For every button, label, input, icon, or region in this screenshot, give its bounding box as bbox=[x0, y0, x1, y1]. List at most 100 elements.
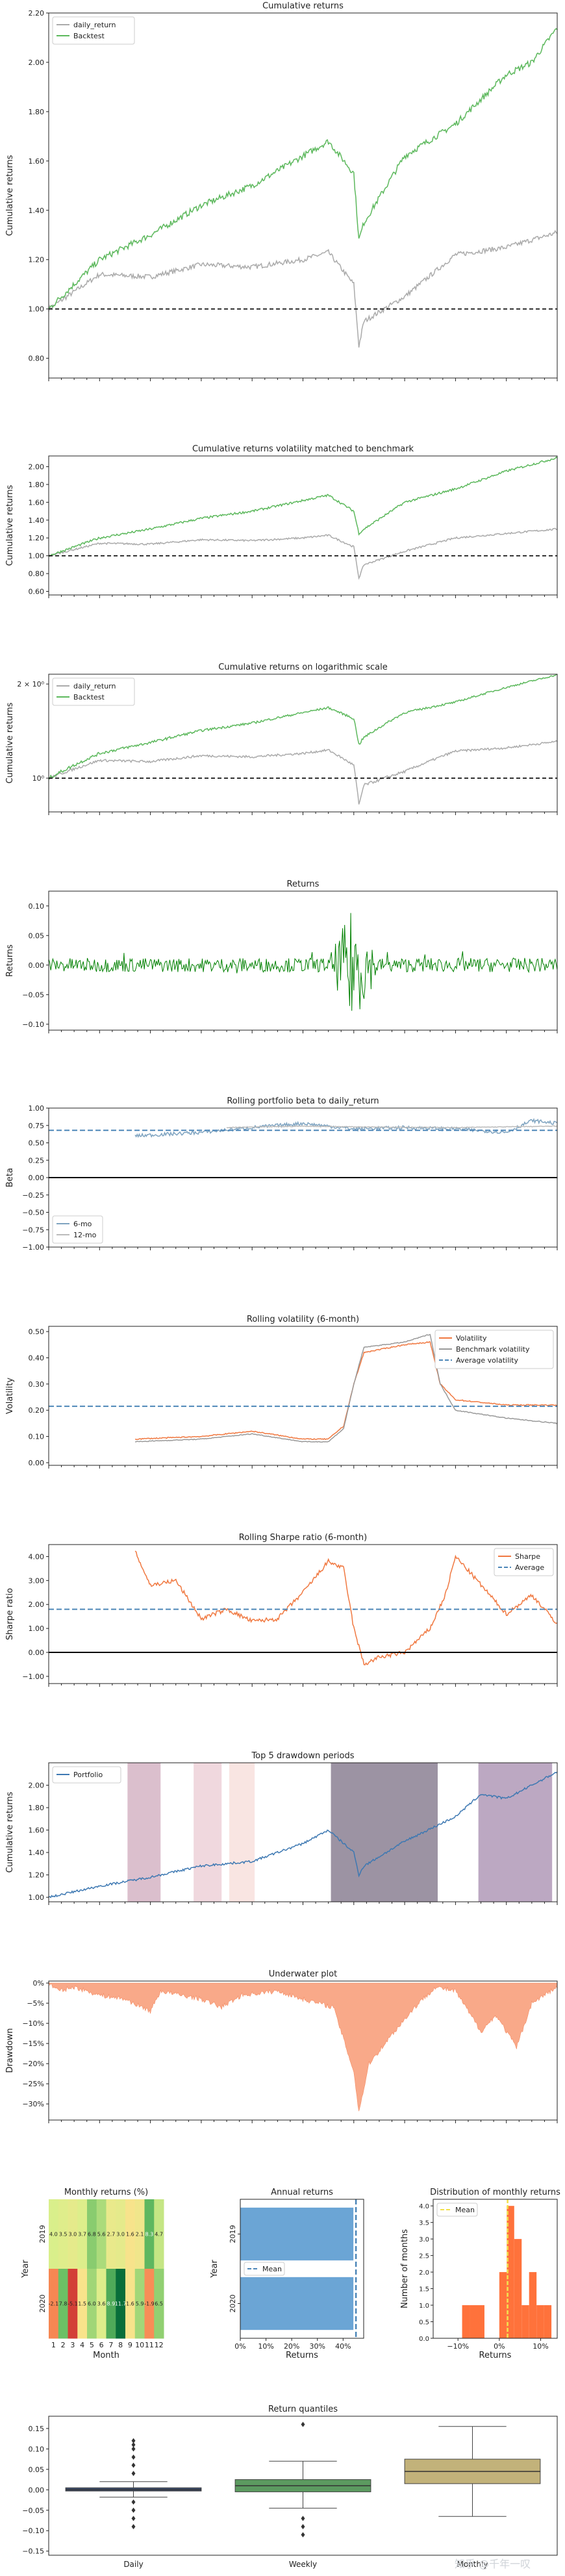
y-tick-label: 3.5 bbox=[419, 2220, 429, 2227]
box-flier bbox=[131, 2499, 136, 2505]
y-tick-label: 1.00 bbox=[29, 305, 45, 314]
hist-bar bbox=[477, 2305, 484, 2338]
heatmap-col-label: 5 bbox=[90, 2341, 94, 2349]
series-line bbox=[134, 1118, 558, 1138]
heatmap-cell bbox=[96, 2269, 107, 2339]
x-tick-label: −10% bbox=[447, 2342, 469, 2351]
legend-box bbox=[434, 1330, 554, 1369]
y-tick-label: 0.00 bbox=[29, 961, 45, 970]
y-tick-label: 1.20 bbox=[29, 256, 45, 264]
y-tick-label: 2.20 bbox=[29, 9, 45, 18]
chart-sharpe: Rolling Sharpe ratio (6-month) Sharpe rat… bbox=[5, 1533, 558, 1687]
heatmap-col-label: 2 bbox=[61, 2341, 66, 2349]
y-axis-label: Sharpe ratio bbox=[5, 1588, 15, 1640]
hist-bar bbox=[499, 2272, 507, 2338]
y-tick-label: −5% bbox=[27, 1999, 44, 2008]
y-tick-label: 0% bbox=[33, 1979, 44, 1988]
chart-title: Top 5 drawdown periods bbox=[251, 1751, 354, 1761]
heatmap-cell-label: 2.7 bbox=[107, 2232, 116, 2238]
chart-quantiles: Daily Weekly Monthly −0.15 −0.10 −0.05 0.00 0.0… bbox=[22, 2405, 558, 2569]
legend-entry: Backtest bbox=[73, 693, 105, 701]
y-axis-label: Cumulative returns bbox=[5, 1791, 15, 1873]
legend-box bbox=[52, 677, 135, 706]
box-flier bbox=[301, 2532, 305, 2538]
y-tick-label: 0.05 bbox=[29, 931, 45, 940]
y-tick-label: 2.5 bbox=[419, 2253, 429, 2260]
heatmap-col-label: 3 bbox=[70, 2341, 75, 2349]
y-tick-label: −0.75 bbox=[22, 1226, 44, 1234]
box-flier bbox=[131, 2446, 136, 2452]
x-axis-label: Returns bbox=[286, 2351, 318, 2360]
heatmap-cell bbox=[87, 2199, 97, 2269]
heatmap-cell bbox=[106, 2269, 116, 2339]
hist-bar bbox=[521, 2305, 529, 2338]
chart-title: Cumulative returns bbox=[262, 1, 344, 11]
heatmap-cell bbox=[58, 2269, 68, 2339]
hist-bar bbox=[544, 2305, 552, 2338]
y-tick-label: 0.75 bbox=[29, 1122, 45, 1130]
heatmap-cell-label: 3.7 bbox=[78, 2232, 86, 2238]
heatmap-col-label: 11 bbox=[145, 2341, 154, 2349]
y-tick-label: 1.5 bbox=[419, 2286, 429, 2293]
legend-entry: Sharpe bbox=[515, 1552, 540, 1561]
chart-title: Returns bbox=[287, 879, 320, 889]
y-tick-label: 0.25 bbox=[29, 1156, 45, 1165]
legend: Mean bbox=[436, 2203, 478, 2217]
y-tick-label: 1.20 bbox=[29, 534, 45, 542]
chart-monthly: 4.0 3.5 3.0 3.7 6.8 5.6 2.7 3.0 1.6 2.1 8.3 4.72019… bbox=[21, 2188, 164, 2360]
box-flier bbox=[301, 2516, 305, 2521]
y-tick-label: −10% bbox=[22, 2019, 44, 2028]
y-tick-label: 1.40 bbox=[29, 516, 45, 525]
drawdown-span bbox=[194, 1763, 222, 1902]
series-line bbox=[48, 28, 558, 309]
legend-box bbox=[244, 2262, 285, 2276]
y-tick-label: 0.10 bbox=[29, 2445, 45, 2453]
heatmap-row-label: 2019 bbox=[38, 2225, 47, 2243]
y-axis-label: Year bbox=[210, 2260, 220, 2279]
y-tick-label: 0.00 bbox=[29, 1174, 45, 1182]
y-tick-label: 1.80 bbox=[29, 1804, 45, 1812]
y-tick-label: 0.30 bbox=[29, 1380, 45, 1389]
y-tick-label: −30% bbox=[22, 2100, 44, 2108]
y-tick-label: −25% bbox=[22, 2080, 44, 2088]
x-tick-label: 20% bbox=[284, 2342, 299, 2351]
drawdown-span bbox=[331, 1763, 438, 1902]
box-flier bbox=[131, 2438, 136, 2443]
series-area bbox=[48, 1981, 558, 2112]
y-tick-label: 1.00 bbox=[29, 1893, 45, 1902]
y-tick-label: −0.50 bbox=[22, 1209, 44, 1217]
chart-title: Underwater plot bbox=[269, 1969, 337, 1979]
y-tick-label: −0.25 bbox=[22, 1191, 44, 1200]
x-tick-label: 10% bbox=[258, 2342, 273, 2351]
y-tick-label: −0.05 bbox=[22, 2507, 44, 2515]
heatmap-col-label: 8 bbox=[118, 2341, 123, 2349]
heatmap-col-label: 1 bbox=[51, 2341, 56, 2349]
y-tick-label: 2.00 bbox=[29, 58, 45, 67]
chart-title: Annual returns bbox=[271, 2188, 333, 2197]
heatmap-cell-label: 3.6 bbox=[97, 2301, 106, 2307]
legend-entry: Mean bbox=[262, 2265, 282, 2273]
category-label: 2019 bbox=[229, 2225, 237, 2243]
x-tick-label: 0% bbox=[234, 2342, 245, 2351]
heatmap-cell bbox=[68, 2199, 78, 2269]
heatmap-cell-label: 8.3 bbox=[145, 2232, 154, 2238]
y-tick-label: −20% bbox=[22, 2060, 44, 2068]
box-flier bbox=[131, 2462, 136, 2468]
series-line bbox=[48, 674, 558, 780]
box-flier bbox=[131, 2471, 136, 2477]
heatmap-cell-label: 1.5 bbox=[78, 2301, 86, 2307]
annual-bar bbox=[240, 2207, 354, 2261]
heatmap-cell bbox=[87, 2269, 97, 2339]
drawdown-span bbox=[127, 1763, 161, 1902]
chart-cumvol: Cumulative returns volatility matched to… bbox=[5, 444, 558, 598]
y-tick-label: 0.50 bbox=[29, 1139, 45, 1148]
legend-entry: Mean bbox=[455, 2206, 475, 2214]
heatmap-cell-label: 11.7 bbox=[115, 2301, 127, 2307]
heatmap-cell bbox=[49, 2269, 59, 2339]
legend-entry: Benchmark volatility bbox=[456, 1345, 530, 1354]
heatmap-cell-label: 6.8 bbox=[88, 2232, 96, 2238]
heatmap-col-label: 10 bbox=[135, 2341, 144, 2349]
y-tick-label: 0.60 bbox=[29, 588, 45, 596]
y-tick-label: 0.00 bbox=[29, 2486, 45, 2494]
y-tick-label: 0.80 bbox=[29, 355, 45, 363]
